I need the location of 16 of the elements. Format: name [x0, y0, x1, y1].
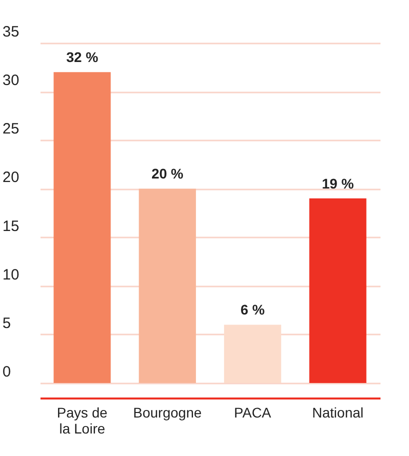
data-label: 6 % — [240, 302, 266, 318]
data-label: 32 % — [66, 49, 99, 66]
x-tick-label: Pays de la Loire — [56, 404, 108, 436]
y-tick-label: 10 — [2, 266, 20, 284]
y-tick-label: 15 — [2, 218, 20, 235]
data-label: 19 % — [322, 175, 354, 192]
x-tick-label: National — [312, 404, 364, 420]
y-tick-label: 5 — [2, 314, 11, 332]
y-tick-label: 20 — [2, 169, 20, 186]
y-tick-label: 30 — [2, 72, 20, 90]
data-label: 20 % — [151, 166, 184, 182]
x-tick-label: Bourgogne — [133, 404, 202, 420]
y-tick-label: 0 — [2, 364, 11, 380]
y-tick-label: 25 — [2, 120, 20, 138]
y-tick-label: 35 — [2, 24, 20, 40]
x-tick-label: PACA — [234, 404, 272, 420]
